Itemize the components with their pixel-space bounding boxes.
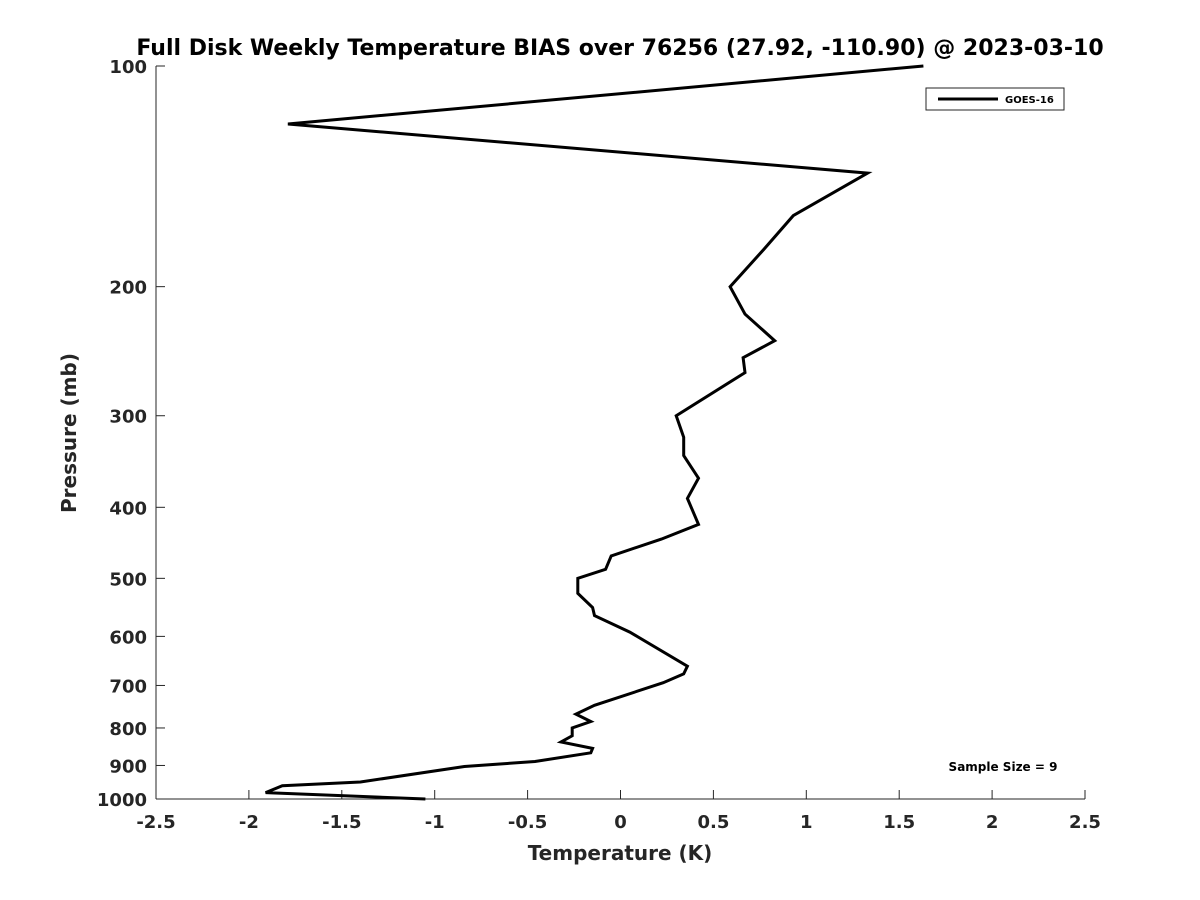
y-axis-label: Pressure (mb): [57, 353, 81, 513]
x-tick-label: 0: [614, 812, 627, 833]
plot-series: [265, 64, 924, 801]
y-tick-label: 100: [109, 57, 147, 78]
x-tick-label: -2: [239, 812, 259, 833]
x-tick-label: 1: [800, 812, 813, 833]
chart-title: Full Disk Weekly Temperature BIAS over 7…: [136, 36, 1103, 61]
y-tick-label: 200: [109, 278, 147, 299]
x-tick-label: -2.5: [136, 812, 175, 833]
y-tick-label: 400: [109, 498, 147, 519]
y-tick-label: 1000: [97, 790, 147, 811]
x-tick-label: 2.5: [1069, 812, 1101, 833]
sample-size-annotation: Sample Size = 9: [949, 760, 1058, 774]
x-tick-label: -1.5: [322, 812, 361, 833]
x-tick-label: -1: [425, 812, 445, 833]
y-tick-label: 500: [109, 569, 147, 590]
series-line-goes-16: [265, 64, 924, 801]
x-tick-label: 1.5: [883, 812, 915, 833]
y-tick-label: 900: [109, 756, 147, 777]
x-axis-label: Temperature (K): [528, 841, 713, 865]
plot-axes: [155, 66, 1085, 800]
x-axis-ticks: -2.5 -2 -1.5 -1 -0.5 0 0.5 1 1.5 2 2.5: [136, 790, 1101, 833]
x-tick-label: -0.5: [508, 812, 547, 833]
y-tick-label: 700: [109, 676, 147, 697]
y-tick-label: 800: [109, 719, 147, 740]
legend-label-goes-16: GOES-16: [1005, 95, 1054, 106]
x-tick-label: 0.5: [697, 812, 729, 833]
x-tick-label: 2: [986, 812, 999, 833]
y-tick-label: 600: [109, 627, 147, 648]
y-tick-label: 300: [109, 407, 147, 428]
y-axis-ticks: 100 200 300 400 500 600 700 800 900 1000: [97, 57, 165, 811]
legend: GOES-16: [925, 87, 1065, 111]
